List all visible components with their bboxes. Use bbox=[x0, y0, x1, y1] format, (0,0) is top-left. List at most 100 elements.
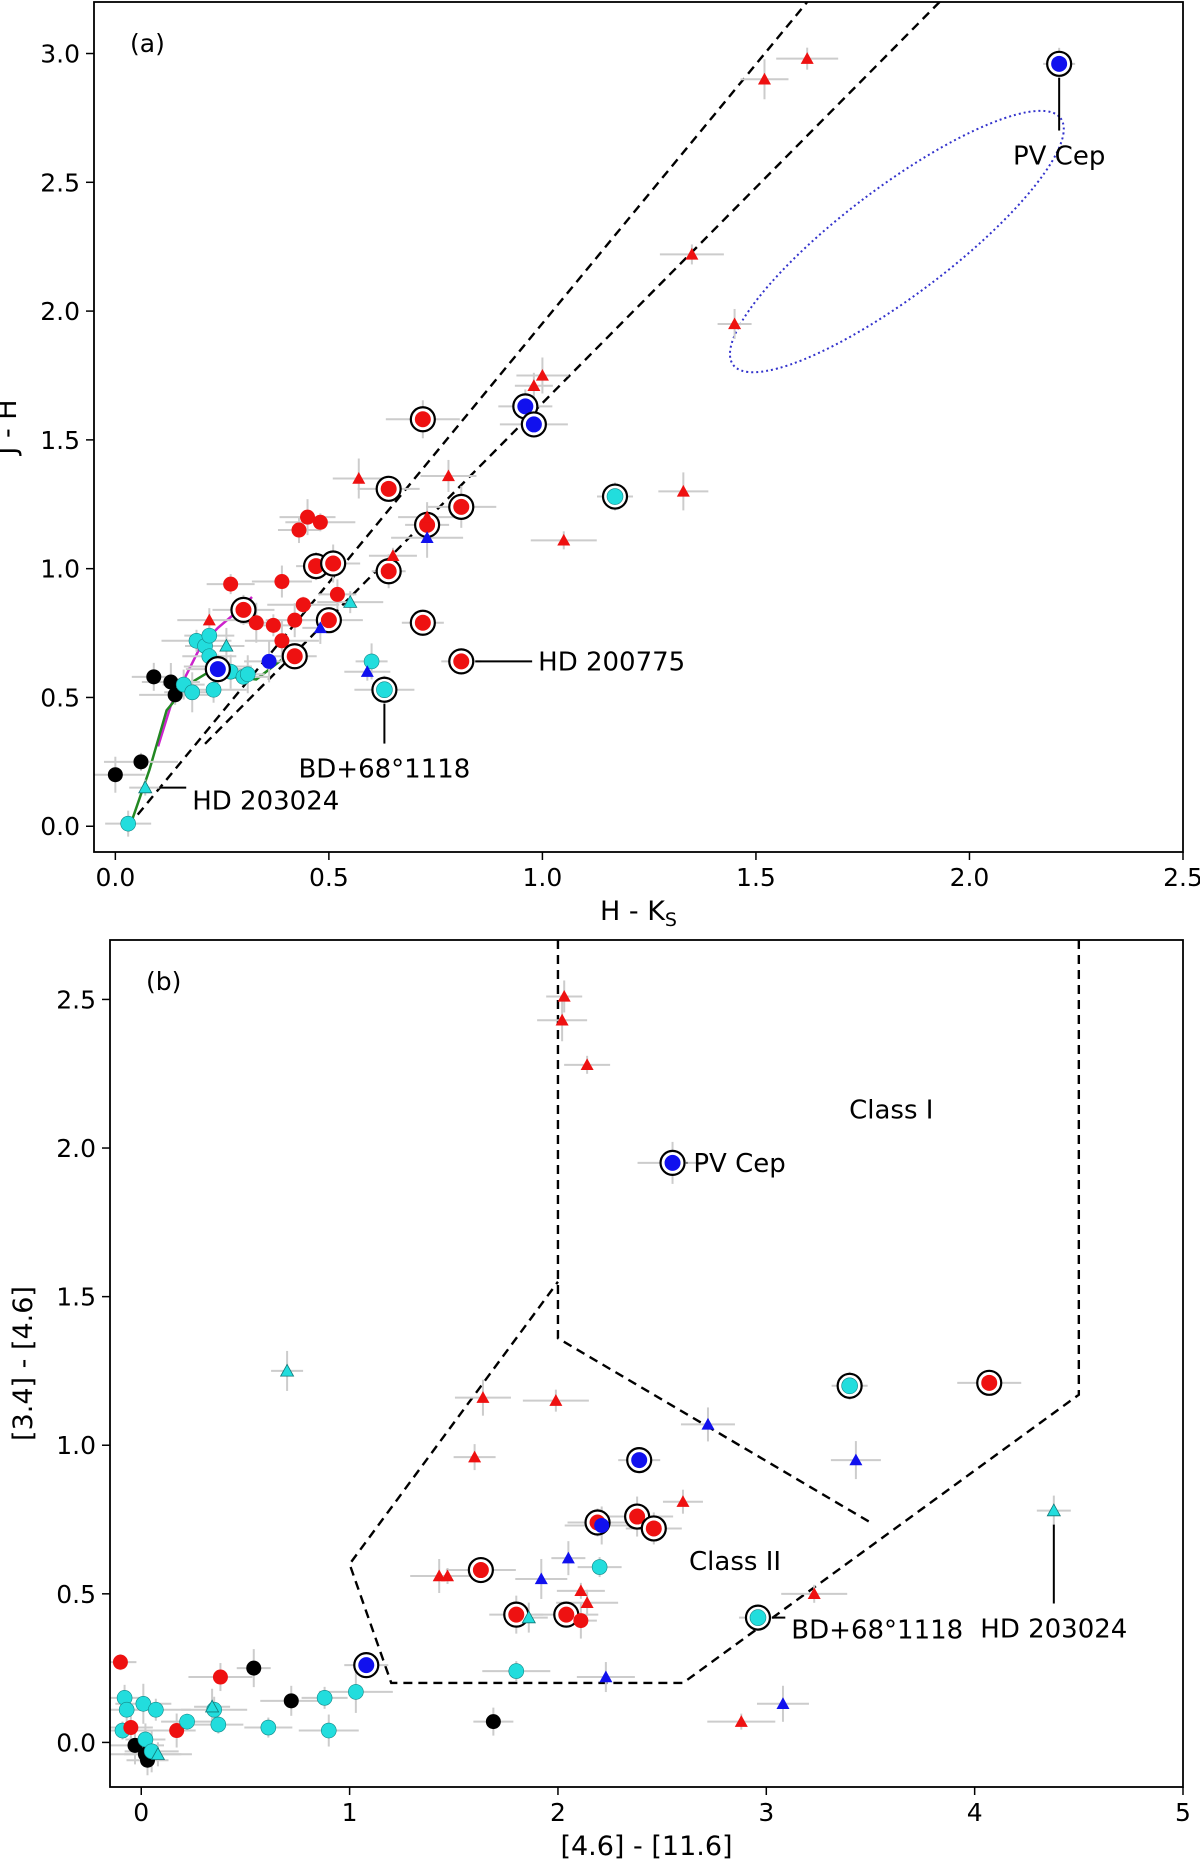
data-point-circle-cyan bbox=[749, 1609, 767, 1626]
plot-area bbox=[110, 940, 1081, 1776]
x-axis-label-subscript: S bbox=[665, 909, 677, 931]
data-point-circle-red bbox=[265, 617, 281, 633]
data-point-circle-red bbox=[235, 601, 252, 618]
data-point-triangle-cyan bbox=[150, 1746, 166, 1760]
data-point-circle-red bbox=[414, 614, 431, 631]
data-point-triangle-cyan bbox=[138, 780, 153, 794]
data-point-triangle-red bbox=[757, 72, 771, 85]
data-point-triangle-red bbox=[728, 317, 742, 330]
panel-label: (b) bbox=[146, 967, 181, 996]
data-point-triangle-blue bbox=[534, 1572, 548, 1585]
data-point-circle-cyan bbox=[184, 684, 201, 701]
data-point-triangle-blue bbox=[849, 1453, 863, 1466]
data-point-circle-cyan bbox=[210, 1716, 227, 1733]
data-point-circle-red bbox=[287, 612, 303, 628]
data-point-circle-red bbox=[300, 509, 316, 525]
data-point-triangle-blue bbox=[561, 1551, 575, 1564]
x-axis-label: [4.6] - [11.6] bbox=[560, 1831, 732, 1862]
x-tick-label: 4 bbox=[967, 1798, 983, 1827]
y-tick-label: 0.0 bbox=[40, 812, 80, 841]
data-point-circle-cyan bbox=[179, 1713, 195, 1730]
panel-label: (a) bbox=[130, 29, 165, 58]
data-point-circle-cyan bbox=[348, 1684, 364, 1700]
annotation-label: PV Cep bbox=[693, 1149, 785, 1179]
y-tick-label: 2.0 bbox=[40, 297, 80, 326]
data-point-circle-cyan bbox=[148, 1701, 164, 1718]
data-point-triangle-cyan bbox=[1046, 1503, 1062, 1517]
class-boundary-1 bbox=[348, 940, 1081, 1685]
x-tick-label: 2.0 bbox=[950, 863, 990, 892]
data-point-circle-red bbox=[380, 563, 397, 580]
data-point-circle-cyan bbox=[118, 1701, 135, 1718]
x-tick-label: 0.0 bbox=[95, 863, 135, 892]
data-point-circle-red bbox=[112, 1654, 128, 1670]
data-point-triangle-red bbox=[476, 1391, 490, 1403]
data-point-triangle-red bbox=[557, 989, 571, 1002]
data-point-circle-blue bbox=[209, 661, 226, 678]
data-point-circle-red bbox=[169, 1723, 185, 1739]
y-tick-label: 0.5 bbox=[40, 683, 80, 712]
data-point-circle-red bbox=[286, 648, 303, 665]
data-point-triangle-red bbox=[468, 1450, 482, 1463]
data-point-circle-red bbox=[248, 615, 264, 631]
data-point-circle-red bbox=[308, 558, 325, 575]
data-point-triangle-red bbox=[527, 379, 541, 391]
y-tick-label: 2.5 bbox=[56, 985, 96, 1014]
data-point-triangle-red bbox=[685, 247, 699, 260]
data-point-triangle-red bbox=[549, 1394, 563, 1406]
data-point-circle-blue bbox=[525, 416, 542, 433]
data-point-triangle-red bbox=[352, 472, 366, 484]
data-point-triangle-cyan bbox=[219, 638, 234, 652]
x-tick-label: 1.5 bbox=[736, 863, 776, 892]
data-point-triangle-cyan bbox=[343, 594, 358, 608]
data-point-triangle-red bbox=[555, 1013, 569, 1026]
data-point-triangle-red bbox=[441, 1569, 455, 1582]
y-tick-label: 2.5 bbox=[40, 168, 80, 197]
data-point-triangle-blue bbox=[776, 1697, 790, 1709]
data-point-circle-red bbox=[558, 1606, 575, 1623]
y-axis-label: [3.4] - [4.6] bbox=[8, 1286, 39, 1441]
data-point-circle-cyan bbox=[316, 1690, 333, 1706]
data-point-circle-blue bbox=[631, 1452, 648, 1469]
reddening-line-0 bbox=[127, 2, 809, 828]
data-point-circle-red bbox=[123, 1720, 139, 1736]
data-point-circle-cyan bbox=[120, 815, 136, 832]
data-point-circle-blue bbox=[594, 1517, 610, 1533]
data-point-circle-red bbox=[325, 555, 342, 572]
data-point-circle-red bbox=[312, 514, 328, 530]
data-point-circle-cyan bbox=[205, 681, 222, 698]
data-point-circle-black bbox=[163, 674, 179, 690]
data-point-circle-blue bbox=[517, 398, 534, 415]
y-axis-label: J - H bbox=[0, 399, 23, 456]
data-point-circle-red bbox=[329, 586, 345, 602]
data-point-triangle-red bbox=[676, 1495, 690, 1507]
y-tick-label: 1.0 bbox=[40, 555, 80, 584]
data-point-triangle-cyan bbox=[521, 1610, 536, 1624]
plot-frame bbox=[109, 939, 1184, 1788]
data-point-circle-red bbox=[453, 498, 470, 515]
data-point-circle-red bbox=[320, 612, 337, 629]
data-point-circle-cyan bbox=[239, 666, 256, 683]
annotation-label: PV Cep bbox=[1013, 142, 1105, 172]
annotation-label: HD 200775 bbox=[538, 647, 685, 677]
data-point-triangle-red bbox=[441, 469, 455, 482]
data-point-circle-black bbox=[246, 1660, 262, 1676]
data-point-triangle-red bbox=[580, 1058, 594, 1071]
data-point-circle-black bbox=[283, 1693, 299, 1709]
ellipse-region bbox=[728, 109, 1065, 374]
data-point-triangle-red bbox=[420, 510, 434, 523]
data-point-triangle-red bbox=[535, 368, 549, 381]
data-point-circle-blue bbox=[1051, 55, 1068, 72]
data-point-circle-cyan bbox=[606, 488, 624, 505]
x-tick-label: 5 bbox=[1175, 1798, 1191, 1827]
x-tick-label: 0 bbox=[133, 1798, 149, 1827]
data-point-circle-blue bbox=[664, 1154, 681, 1171]
data-point-circle-red bbox=[573, 1613, 589, 1629]
x-tick-label: 2.5 bbox=[1163, 863, 1200, 892]
x-tick-label: 1.0 bbox=[523, 863, 563, 892]
data-point-triangle-red bbox=[386, 549, 400, 561]
data-point-triangle-red bbox=[557, 533, 571, 546]
annotation-label: BD+68°1118 bbox=[791, 1615, 963, 1645]
